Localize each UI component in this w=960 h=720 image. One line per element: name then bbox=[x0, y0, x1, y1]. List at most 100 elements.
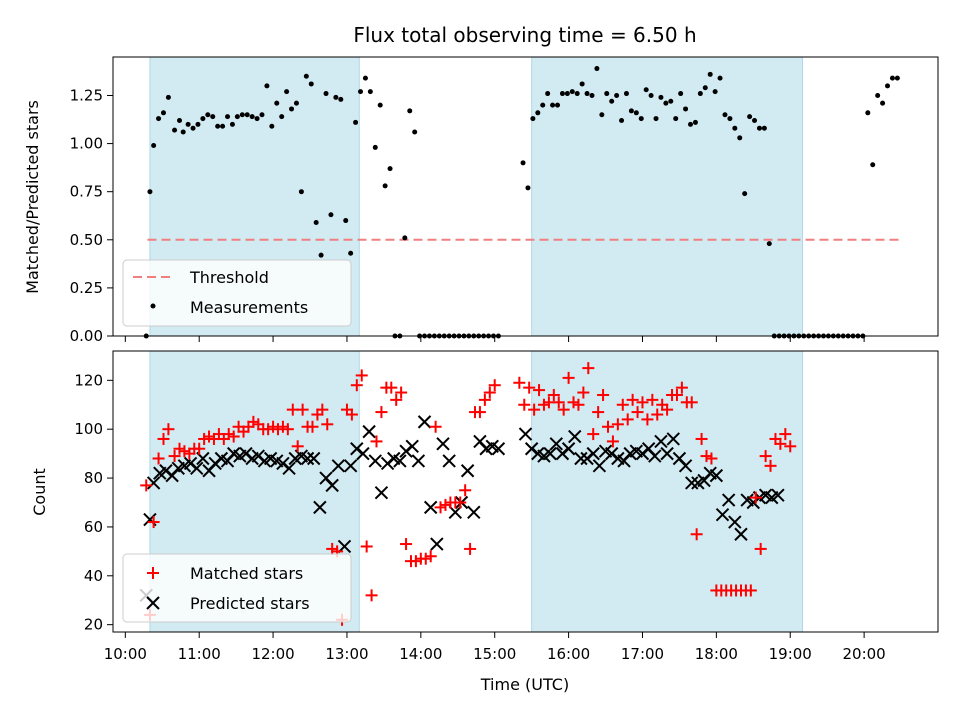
measurement-point bbox=[555, 102, 561, 108]
measurement-point bbox=[540, 102, 546, 108]
x-axis-label: Time (UTC) bbox=[480, 675, 569, 694]
matched-star-point bbox=[557, 403, 570, 416]
measurement-point bbox=[712, 89, 718, 95]
matched-star-point bbox=[157, 432, 170, 445]
top-y-tick-label: 0.75 bbox=[70, 183, 103, 201]
measurement-point bbox=[156, 116, 162, 122]
predicted-star-point bbox=[313, 500, 327, 515]
measurement-point bbox=[274, 100, 280, 106]
matched-star-point bbox=[695, 432, 708, 445]
measurement-point bbox=[147, 189, 153, 195]
x-tick-label: 13:00 bbox=[325, 645, 368, 663]
measurement-point bbox=[215, 123, 221, 129]
measurement-point bbox=[190, 125, 196, 131]
shaded-period-2 bbox=[531, 350, 804, 633]
measurement-point bbox=[870, 162, 876, 168]
matched-star-point bbox=[306, 420, 319, 433]
x-axis-ticks: 10:00 11:00 12:00 13:00 14:00 15:00 16:00 17:00… bbox=[104, 336, 886, 663]
predicted-star-point bbox=[549, 437, 563, 451]
top-legend: Threshold Measurements bbox=[122, 259, 352, 327]
measurement-point bbox=[653, 116, 659, 122]
measurement-point bbox=[264, 83, 270, 89]
matched-star-point bbox=[395, 386, 408, 399]
matched-star-point bbox=[281, 423, 294, 436]
measurement-point bbox=[151, 143, 157, 149]
matched-star-point bbox=[478, 393, 491, 406]
measurement-point bbox=[343, 218, 349, 224]
predicted-star-point bbox=[574, 451, 588, 466]
predicted-star-point bbox=[417, 415, 432, 429]
measurement-point bbox=[614, 92, 620, 98]
matched-star-point bbox=[547, 388, 560, 401]
matched-star-point bbox=[685, 396, 698, 409]
measurement-point bbox=[407, 108, 413, 114]
measurement-point bbox=[752, 117, 758, 123]
matched-star-point bbox=[350, 379, 363, 392]
measurement-point bbox=[638, 116, 644, 122]
measurement-point bbox=[412, 129, 418, 135]
bottom-y-tick-label: 120 bbox=[74, 371, 103, 389]
measurement-point bbox=[308, 81, 314, 87]
top-y-ticks: 0.00 0.25 0.50 0.75 1.00 1.25 bbox=[70, 86, 113, 345]
measurement-point bbox=[382, 183, 388, 189]
matched-star-point bbox=[355, 369, 368, 382]
matched-star-point bbox=[597, 388, 610, 401]
measurement-point bbox=[875, 92, 881, 98]
measurement-point bbox=[574, 91, 580, 97]
measurement-point bbox=[220, 123, 226, 129]
measurement-point bbox=[176, 117, 182, 123]
matched-star-point bbox=[488, 379, 501, 392]
measurement-point bbox=[604, 91, 610, 97]
predicted-star-point bbox=[374, 486, 389, 500]
measurement-point bbox=[323, 91, 329, 97]
measurement-point bbox=[643, 87, 649, 93]
x-tick-label: 20:00 bbox=[843, 645, 886, 663]
measurement-point bbox=[362, 75, 368, 81]
measurement-point bbox=[688, 121, 693, 127]
measurement-point bbox=[766, 241, 772, 247]
predicted-star-point bbox=[362, 424, 376, 439]
matched-star-point bbox=[631, 406, 644, 419]
predicted-star-point bbox=[430, 537, 444, 551]
measurement-point bbox=[707, 71, 713, 77]
measurement-point bbox=[623, 91, 629, 97]
x-tick-label: 17:00 bbox=[621, 645, 664, 663]
predicted-star-point bbox=[331, 459, 346, 473]
predicted-legend-swatch bbox=[146, 596, 160, 610]
matched-star-point bbox=[621, 413, 634, 426]
top-y-tick-label: 1.00 bbox=[70, 135, 103, 153]
matched-star-point bbox=[749, 491, 762, 504]
measurement-point bbox=[313, 219, 319, 225]
predicted-star-point bbox=[568, 429, 582, 444]
matched-star-point bbox=[616, 398, 629, 411]
measurement-point bbox=[717, 75, 723, 81]
x-tick-label: 18:00 bbox=[695, 645, 738, 663]
measurement-point bbox=[200, 116, 206, 122]
predicted-star-point bbox=[561, 442, 576, 456]
measurement-point bbox=[579, 81, 585, 87]
measurement-point bbox=[648, 92, 654, 98]
measurement-point bbox=[402, 235, 408, 241]
measurement-point bbox=[535, 110, 541, 116]
measurement-point bbox=[358, 89, 363, 95]
matched-star-point bbox=[291, 440, 304, 453]
measurement-point bbox=[205, 112, 211, 118]
measurement-point bbox=[550, 102, 556, 108]
measurement-point bbox=[234, 114, 240, 120]
measurement-point bbox=[594, 66, 600, 72]
measurement-point bbox=[702, 85, 708, 91]
matched-star-point bbox=[577, 386, 590, 399]
matched-star-point bbox=[365, 589, 378, 602]
matched-star-point bbox=[152, 452, 165, 465]
matched-star-point bbox=[400, 538, 413, 551]
matched-star-point bbox=[345, 408, 358, 421]
matched-star-point bbox=[168, 450, 181, 463]
measurement-point bbox=[668, 98, 674, 104]
predicted-star-point bbox=[721, 493, 736, 507]
measurement-point bbox=[545, 91, 551, 97]
matched-star-point bbox=[360, 540, 373, 553]
matched-star-point bbox=[611, 418, 624, 431]
measurement-point bbox=[732, 125, 738, 131]
predicted-star-point bbox=[728, 515, 742, 529]
matched-star-point bbox=[754, 542, 767, 555]
